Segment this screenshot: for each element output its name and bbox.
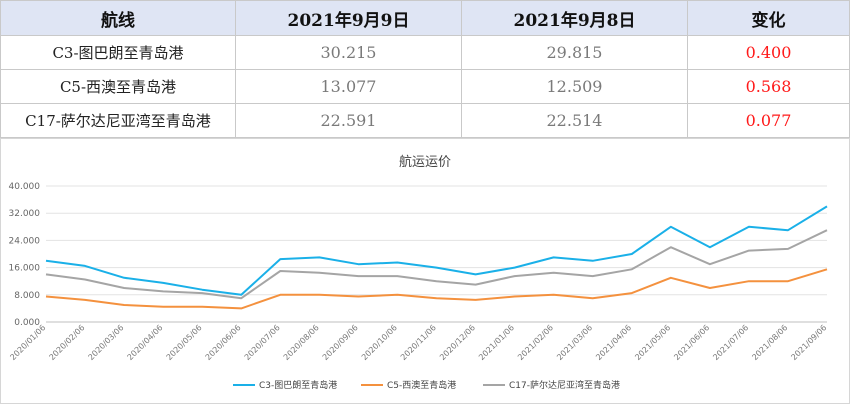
header-change: 变化 [687, 0, 850, 36]
change-cell: 0.077 [687, 103, 850, 138]
x-tick-label: 2020/02/06 [47, 323, 86, 362]
header-date-0909: 2021年9月9日 [235, 0, 462, 36]
value-0909-cell: 30.215 [235, 35, 462, 70]
x-tick-label: 2021/02/06 [516, 323, 555, 362]
value-0908-cell: 29.815 [461, 35, 688, 70]
x-tick-label: 2021/04/06 [594, 323, 633, 362]
y-tick-label: 32.000 [9, 209, 41, 219]
x-tick-label: 2020/05/06 [165, 323, 204, 362]
x-tick-label: 2020/10/06 [360, 323, 399, 362]
value-0908-cell: 22.514 [461, 103, 688, 138]
legend-label: C3-图巴朗至青岛港 [259, 379, 337, 391]
x-tick-label: 2020/11/06 [399, 323, 438, 362]
legend-label: C5-西澳至青岛港 [387, 379, 456, 391]
y-tick-label: 0.000 [14, 318, 40, 328]
x-tick-label: 2021/01/06 [477, 323, 516, 362]
x-tick-label: 2021/03/06 [555, 323, 594, 362]
x-tick-label: 2020/03/06 [87, 323, 126, 362]
x-tick-label: 2020/01/06 [8, 323, 47, 362]
freight-rate-chart: 0.000 8.000 16.000 24.000 32.000 40.000 2020/0… [8, 182, 828, 391]
series-line [45, 268, 828, 310]
x-tick-label: 2021/06/06 [672, 323, 711, 362]
value-0908-cell: 12.509 [461, 69, 688, 104]
header-route: 航线 [0, 0, 236, 36]
rates-table: 航线 2021年9月9日 2021年9月8日 变化 C3-图巴朗至青岛港 30.… [0, 0, 850, 138]
x-tick-label: 2020/08/06 [282, 323, 321, 362]
route-cell: C17-萨尔达尼亚湾至青岛港 [0, 103, 236, 138]
value-0909-cell: 13.077 [235, 69, 462, 104]
change-cell: 0.568 [687, 69, 850, 104]
change-cell: 0.400 [687, 35, 850, 70]
x-tick-label: 2020/12/06 [438, 323, 477, 362]
chart-title: 航运运价 [398, 155, 451, 170]
x-tick-label: 2021/07/06 [711, 323, 750, 362]
series-line [45, 229, 828, 300]
x-tick-label: 2020/06/06 [204, 323, 243, 362]
x-tick-label: 2020/04/06 [126, 323, 165, 362]
x-tick-label: 2021/09/06 [789, 323, 828, 362]
x-tick-label: 2020/07/06 [243, 323, 282, 362]
y-tick-label: 16.000 [9, 264, 41, 274]
series-line [45, 205, 828, 296]
chart-panel: 航运运价 0.000 8.000 16.000 24.000 32.000 40.000 2… [0, 138, 850, 404]
legend-label: C17-萨尔达尼亚湾至青岛港 [509, 379, 620, 391]
value-0909-cell: 22.591 [235, 103, 462, 138]
y-tick-label: 40.000 [9, 182, 41, 192]
route-cell: C5-西澳至青岛港 [0, 69, 236, 104]
table-row: C17-萨尔达尼亚湾至青岛港 22.591 22.514 0.077 [0, 103, 850, 138]
header-date-0908: 2021年9月8日 [461, 0, 688, 36]
y-tick-label: 8.000 [14, 291, 40, 301]
table-row: C5-西澳至青岛港 13.077 12.509 0.568 [0, 69, 850, 104]
x-tick-label: 2021/08/06 [750, 323, 789, 362]
y-tick-label: 24.000 [9, 236, 41, 246]
x-tick-label: 2020/09/06 [321, 323, 360, 362]
x-tick-label: 2021/05/06 [633, 323, 672, 362]
table-row: C3-图巴朗至青岛港 30.215 29.815 0.400 [0, 35, 850, 70]
table-header-row: 航线 2021年9月9日 2021年9月8日 变化 [0, 0, 850, 36]
route-cell: C3-图巴朗至青岛港 [0, 35, 236, 70]
